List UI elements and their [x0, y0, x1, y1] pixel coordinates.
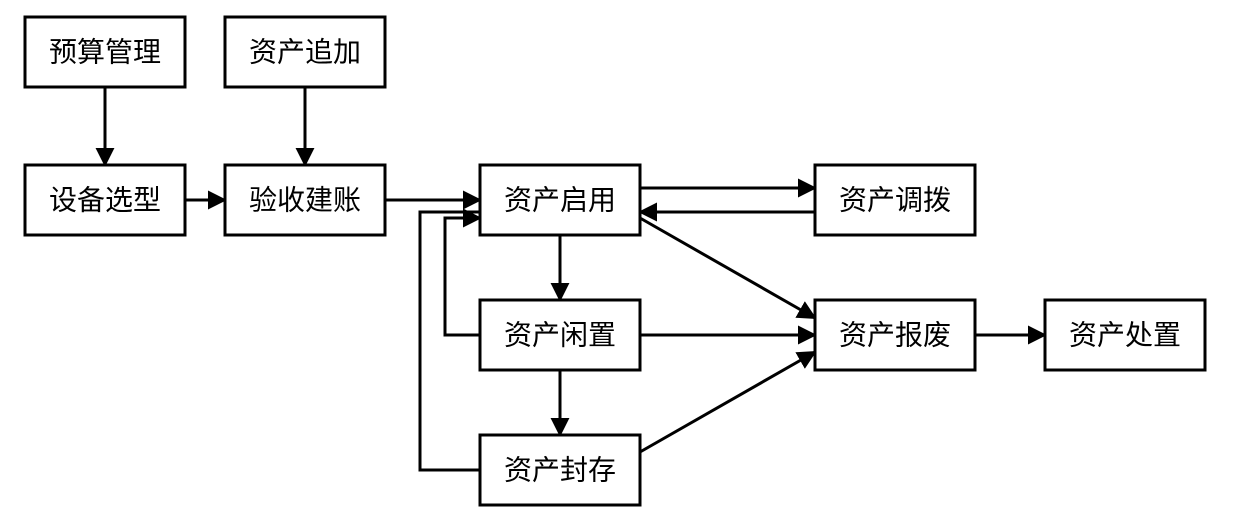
node-idle-label: 资产闲置: [504, 320, 616, 352]
node-dispose-label: 资产处置: [1069, 320, 1181, 352]
edge-seal-to-enable: [420, 212, 480, 470]
node-budget-label: 预算管理: [49, 37, 161, 69]
node-seal: 资产封存: [480, 435, 640, 505]
edge-enable-to-scrap: [640, 218, 815, 318]
flowchart-diagram: 预算管理 资产追加设备选型 验收建账 资产启用 资产调拨资产闲置资产封存 资产报废 资产处置: [0, 0, 1240, 526]
node-enable: 资产启用: [480, 165, 640, 235]
node-budget: 预算管理: [25, 17, 185, 87]
node-select-label: 设备选型: [49, 185, 161, 217]
node-scrap-label: 资产报废: [839, 320, 951, 352]
edge-idle-to-enable: [445, 218, 480, 335]
node-accept-label: 验收建账: [249, 185, 361, 217]
node-transfer: 资产调拨: [815, 165, 975, 235]
node-append: 资产追加: [225, 17, 385, 87]
node-idle: 资产闲置: [480, 300, 640, 370]
node-select: 设备选型: [25, 165, 185, 235]
node-seal-label: 资产封存: [504, 455, 616, 487]
node-accept: 验收建账: [225, 165, 385, 235]
node-enable-label: 资产启用: [504, 185, 616, 217]
node-scrap: 资产报废: [815, 300, 975, 370]
edge-seal-to-scrap: [640, 352, 815, 452]
node-transfer-label: 资产调拨: [839, 185, 951, 217]
node-dispose: 资产处置: [1045, 300, 1205, 370]
node-append-label: 资产追加: [249, 37, 361, 69]
